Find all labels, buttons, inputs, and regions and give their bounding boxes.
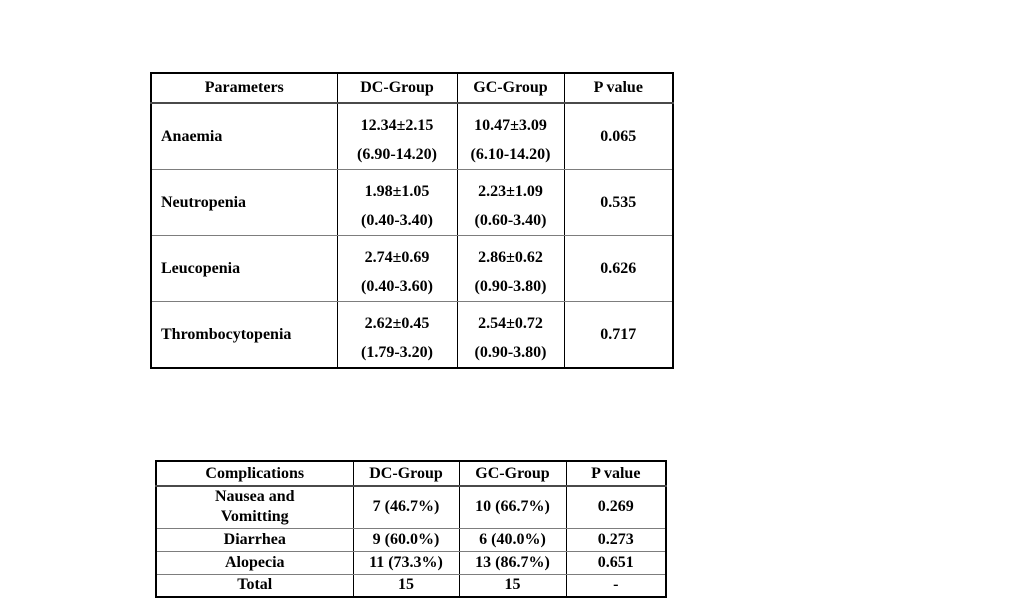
- parameter-label: Thrombocytopenia: [150, 301, 338, 369]
- mean-sd-value: 2.54±0.72: [478, 315, 543, 332]
- dc-group-value: 12.34±2.15 (6.90-14.20): [336, 102, 458, 170]
- mean-sd-value: 2.62±0.45: [364, 315, 430, 332]
- table-row-nausea-vomitting: Nausea and Vomitting 7 (46.7%) 10 (66.7%…: [155, 485, 667, 529]
- mean-sd-value: 1.98±1.05: [364, 183, 430, 200]
- mean-sd-value: 2.23±1.09: [478, 183, 543, 200]
- parameter-label: Neutropenia: [150, 169, 338, 236]
- header-cell-gc-group: GC-Group: [456, 72, 565, 104]
- gc-group-value: 2.86±0.62 (0.90-3.80): [456, 235, 565, 302]
- mean-sd-value: 10.47±3.09: [474, 117, 547, 134]
- gc-group-value: 10 (66.7%): [458, 485, 567, 529]
- table-2a-header-row: Parameters DC-Group GC-Group P value: [150, 72, 674, 104]
- table-row-anaemia: Anaemia 12.34±2.15 (6.90-14.20) 10.47±3.…: [150, 102, 674, 170]
- p-value: 0.626: [563, 235, 674, 302]
- haematological-toxicity-table: Parameters DC-Group GC-Group P value Ana…: [150, 72, 674, 369]
- table-row-alopecia: Alopecia 11 (73.3%) 13 (86.7%) 0.651: [155, 550, 667, 575]
- complication-label: Total: [155, 573, 354, 598]
- table-row-thrombocytopenia: Thrombocytopenia 2.62±0.45 (1.79-3.20) 2…: [150, 301, 674, 369]
- header-cell-p-value: P value: [563, 72, 674, 104]
- header-cell-complications: Complications: [155, 460, 354, 487]
- gc-group-value: 10.47±3.09 (6.10-14.20): [456, 102, 565, 170]
- complication-label: Nausea and Vomitting: [155, 485, 354, 529]
- complication-label: Diarrhea: [155, 527, 354, 552]
- nonhaematological-toxicity-table: Complications DC-Group GC-Group P value …: [155, 460, 667, 598]
- p-value: 0.717: [563, 301, 674, 369]
- range-value: (0.40-3.60): [361, 278, 433, 295]
- mean-sd-value: 2.86±0.62: [478, 249, 543, 266]
- header-cell-dc-group: DC-Group: [352, 460, 460, 487]
- dc-group-value: 9 (60.0%): [352, 527, 460, 552]
- table-row-leucopenia: Leucopenia 2.74±0.69 (0.40-3.60) 2.86±0.…: [150, 235, 674, 302]
- parameter-label: Anaemia: [150, 102, 338, 170]
- dc-group-value: 15: [352, 573, 460, 598]
- gc-group-value: 2.54±0.72 (0.90-3.80): [456, 301, 565, 369]
- gc-group-value: 13 (86.7%): [458, 550, 567, 575]
- mean-sd-value: 12.34±2.15: [360, 117, 434, 134]
- p-value: 0.269: [565, 485, 667, 529]
- header-cell-dc-group: DC-Group: [336, 72, 458, 104]
- range-value: (0.60-3.40): [474, 212, 547, 229]
- p-value: 0.651: [565, 550, 667, 575]
- gc-group-value: 6 (40.0%): [458, 527, 567, 552]
- range-value: (0.90-3.80): [474, 278, 547, 295]
- table-row-neutropenia: Neutropenia 1.98±1.05 (0.40-3.40) 2.23±1…: [150, 169, 674, 236]
- dc-group-value: 11 (73.3%): [352, 550, 460, 575]
- range-value: (6.90-14.20): [357, 146, 437, 163]
- dc-group-value: 1.98±1.05 (0.40-3.40): [336, 169, 458, 236]
- table-row-total: Total 15 15 -: [155, 573, 667, 598]
- range-value: (6.10-14.20): [470, 146, 551, 163]
- gc-group-value: 15: [458, 573, 567, 598]
- table-2b-header-row: Complications DC-Group GC-Group P value: [155, 460, 667, 487]
- table-row-diarrhea: Diarrhea 9 (60.0%) 6 (40.0%) 0.273: [155, 527, 667, 552]
- header-cell-gc-group: GC-Group: [458, 460, 567, 487]
- parameter-label: Leucopenia: [150, 235, 338, 302]
- dc-group-value: 7 (46.7%): [352, 485, 460, 529]
- gc-group-value: 2.23±1.09 (0.60-3.40): [456, 169, 565, 236]
- range-value: (0.40-3.40): [361, 212, 433, 229]
- complication-label: Alopecia: [155, 550, 354, 575]
- p-value: 0.065: [563, 102, 674, 170]
- dc-group-value: 2.62±0.45 (1.79-3.20): [336, 301, 458, 369]
- header-cell-parameters: Parameters: [150, 72, 338, 104]
- p-value: 0.273: [565, 527, 667, 552]
- p-value: 0.535: [563, 169, 674, 236]
- header-cell-p-value: P value: [565, 460, 667, 487]
- dc-group-value: 2.74±0.69 (0.40-3.60): [336, 235, 458, 302]
- range-value: (1.79-3.20): [361, 344, 433, 361]
- range-value: (0.90-3.80): [474, 344, 547, 361]
- p-value: -: [565, 573, 667, 598]
- mean-sd-value: 2.74±0.69: [364, 249, 430, 266]
